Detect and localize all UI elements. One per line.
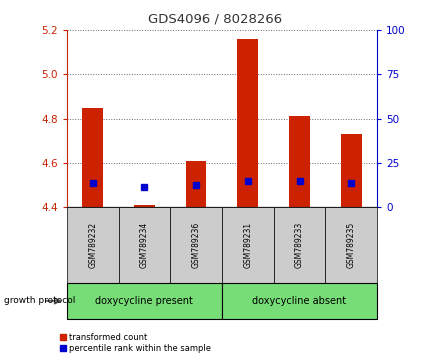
Text: growth protocol: growth protocol bbox=[4, 296, 76, 306]
Bar bbox=[237, 39, 258, 207]
Bar bbox=[289, 116, 309, 207]
Bar bbox=[340, 134, 361, 207]
Text: GSM789236: GSM789236 bbox=[191, 222, 200, 268]
Bar bbox=[82, 108, 103, 207]
Text: doxycycline absent: doxycycline absent bbox=[252, 296, 346, 306]
Text: GSM789232: GSM789232 bbox=[88, 222, 97, 268]
Text: GSM789235: GSM789235 bbox=[346, 222, 355, 268]
Bar bbox=[185, 161, 206, 207]
Text: GSM789233: GSM789233 bbox=[295, 222, 303, 268]
Bar bbox=[134, 205, 154, 207]
Text: GSM789231: GSM789231 bbox=[243, 222, 252, 268]
Text: GDS4096 / 8028266: GDS4096 / 8028266 bbox=[148, 12, 282, 25]
Text: doxycycline present: doxycycline present bbox=[95, 296, 193, 306]
Text: GSM789234: GSM789234 bbox=[140, 222, 148, 268]
Legend: transformed count, percentile rank within the sample: transformed count, percentile rank withi… bbox=[60, 333, 211, 353]
